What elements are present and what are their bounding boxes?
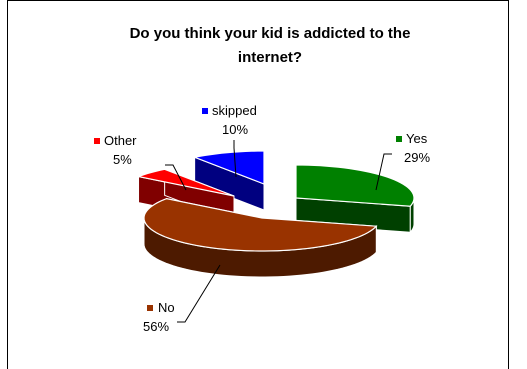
label-skipped: skipped 10% [202,103,257,137]
slice-skipped-top [193,150,265,185]
label-no: No 56% [143,300,175,334]
label-no-name: No [158,300,175,315]
leader-line-skipped [233,140,237,178]
label-no-swatch [147,305,153,311]
label-yes: Yes 29% [396,131,430,165]
slice-other-top [137,168,235,197]
chart-title-line-1: Do you think your kid is addicted to the [130,25,411,42]
label-other-name: Other [104,133,137,148]
label-skipped-pct: 10% [222,122,248,137]
leader-line-yes [375,153,392,191]
label-other-swatch [94,138,100,144]
label-yes-pct: 29% [404,150,430,165]
slice-no-top [143,197,378,252]
slice-yes-top [295,164,415,207]
label-other-pct: 5% [113,152,132,167]
slice-skipped [193,150,265,211]
chart-title: Do you think your kid is addicted to the… [130,25,411,66]
chart-frame [7,0,509,369]
slice-no [143,197,378,278]
leader-line-no [177,264,221,323]
leader-lines [165,140,392,323]
label-no-pct: 56% [143,319,169,334]
label-skipped-name: skipped [212,103,257,118]
label-yes-swatch [396,136,402,142]
label-other: Other 5% [94,133,137,167]
label-yes-name: Yes [406,131,428,146]
pie-slices [137,150,415,278]
chart-title-line-2: internet? [238,49,302,66]
label-skipped-swatch [202,108,208,114]
leader-line-other [165,164,187,191]
